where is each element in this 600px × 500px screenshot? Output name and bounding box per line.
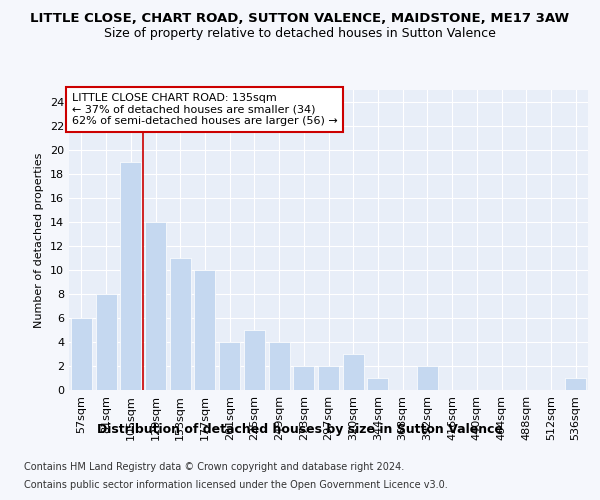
Bar (318, 366, 339, 390)
Bar (95, 294, 116, 390)
Bar (417, 366, 438, 390)
Bar (120, 162, 141, 390)
Bar (71, 318, 92, 390)
Text: Contains HM Land Registry data © Crown copyright and database right 2024.: Contains HM Land Registry data © Crown c… (24, 462, 404, 472)
Y-axis label: Number of detached properties: Number of detached properties (34, 152, 44, 328)
Text: Distribution of detached houses by size in Sutton Valence: Distribution of detached houses by size … (97, 422, 503, 436)
Bar (170, 258, 191, 390)
Bar (343, 354, 364, 390)
Text: Size of property relative to detached houses in Sutton Valence: Size of property relative to detached ho… (104, 28, 496, 40)
Bar (244, 330, 265, 390)
Bar (194, 270, 215, 390)
Text: LITTLE CLOSE, CHART ROAD, SUTTON VALENCE, MAIDSTONE, ME17 3AW: LITTLE CLOSE, CHART ROAD, SUTTON VALENCE… (31, 12, 569, 26)
Bar (219, 342, 240, 390)
Text: Contains public sector information licensed under the Open Government Licence v3: Contains public sector information licen… (24, 480, 448, 490)
Bar (367, 378, 388, 390)
Bar (565, 378, 586, 390)
Bar (145, 222, 166, 390)
Bar (269, 342, 290, 390)
Bar (293, 366, 314, 390)
Text: LITTLE CLOSE CHART ROAD: 135sqm
← 37% of detached houses are smaller (34)
62% of: LITTLE CLOSE CHART ROAD: 135sqm ← 37% of… (71, 93, 337, 126)
